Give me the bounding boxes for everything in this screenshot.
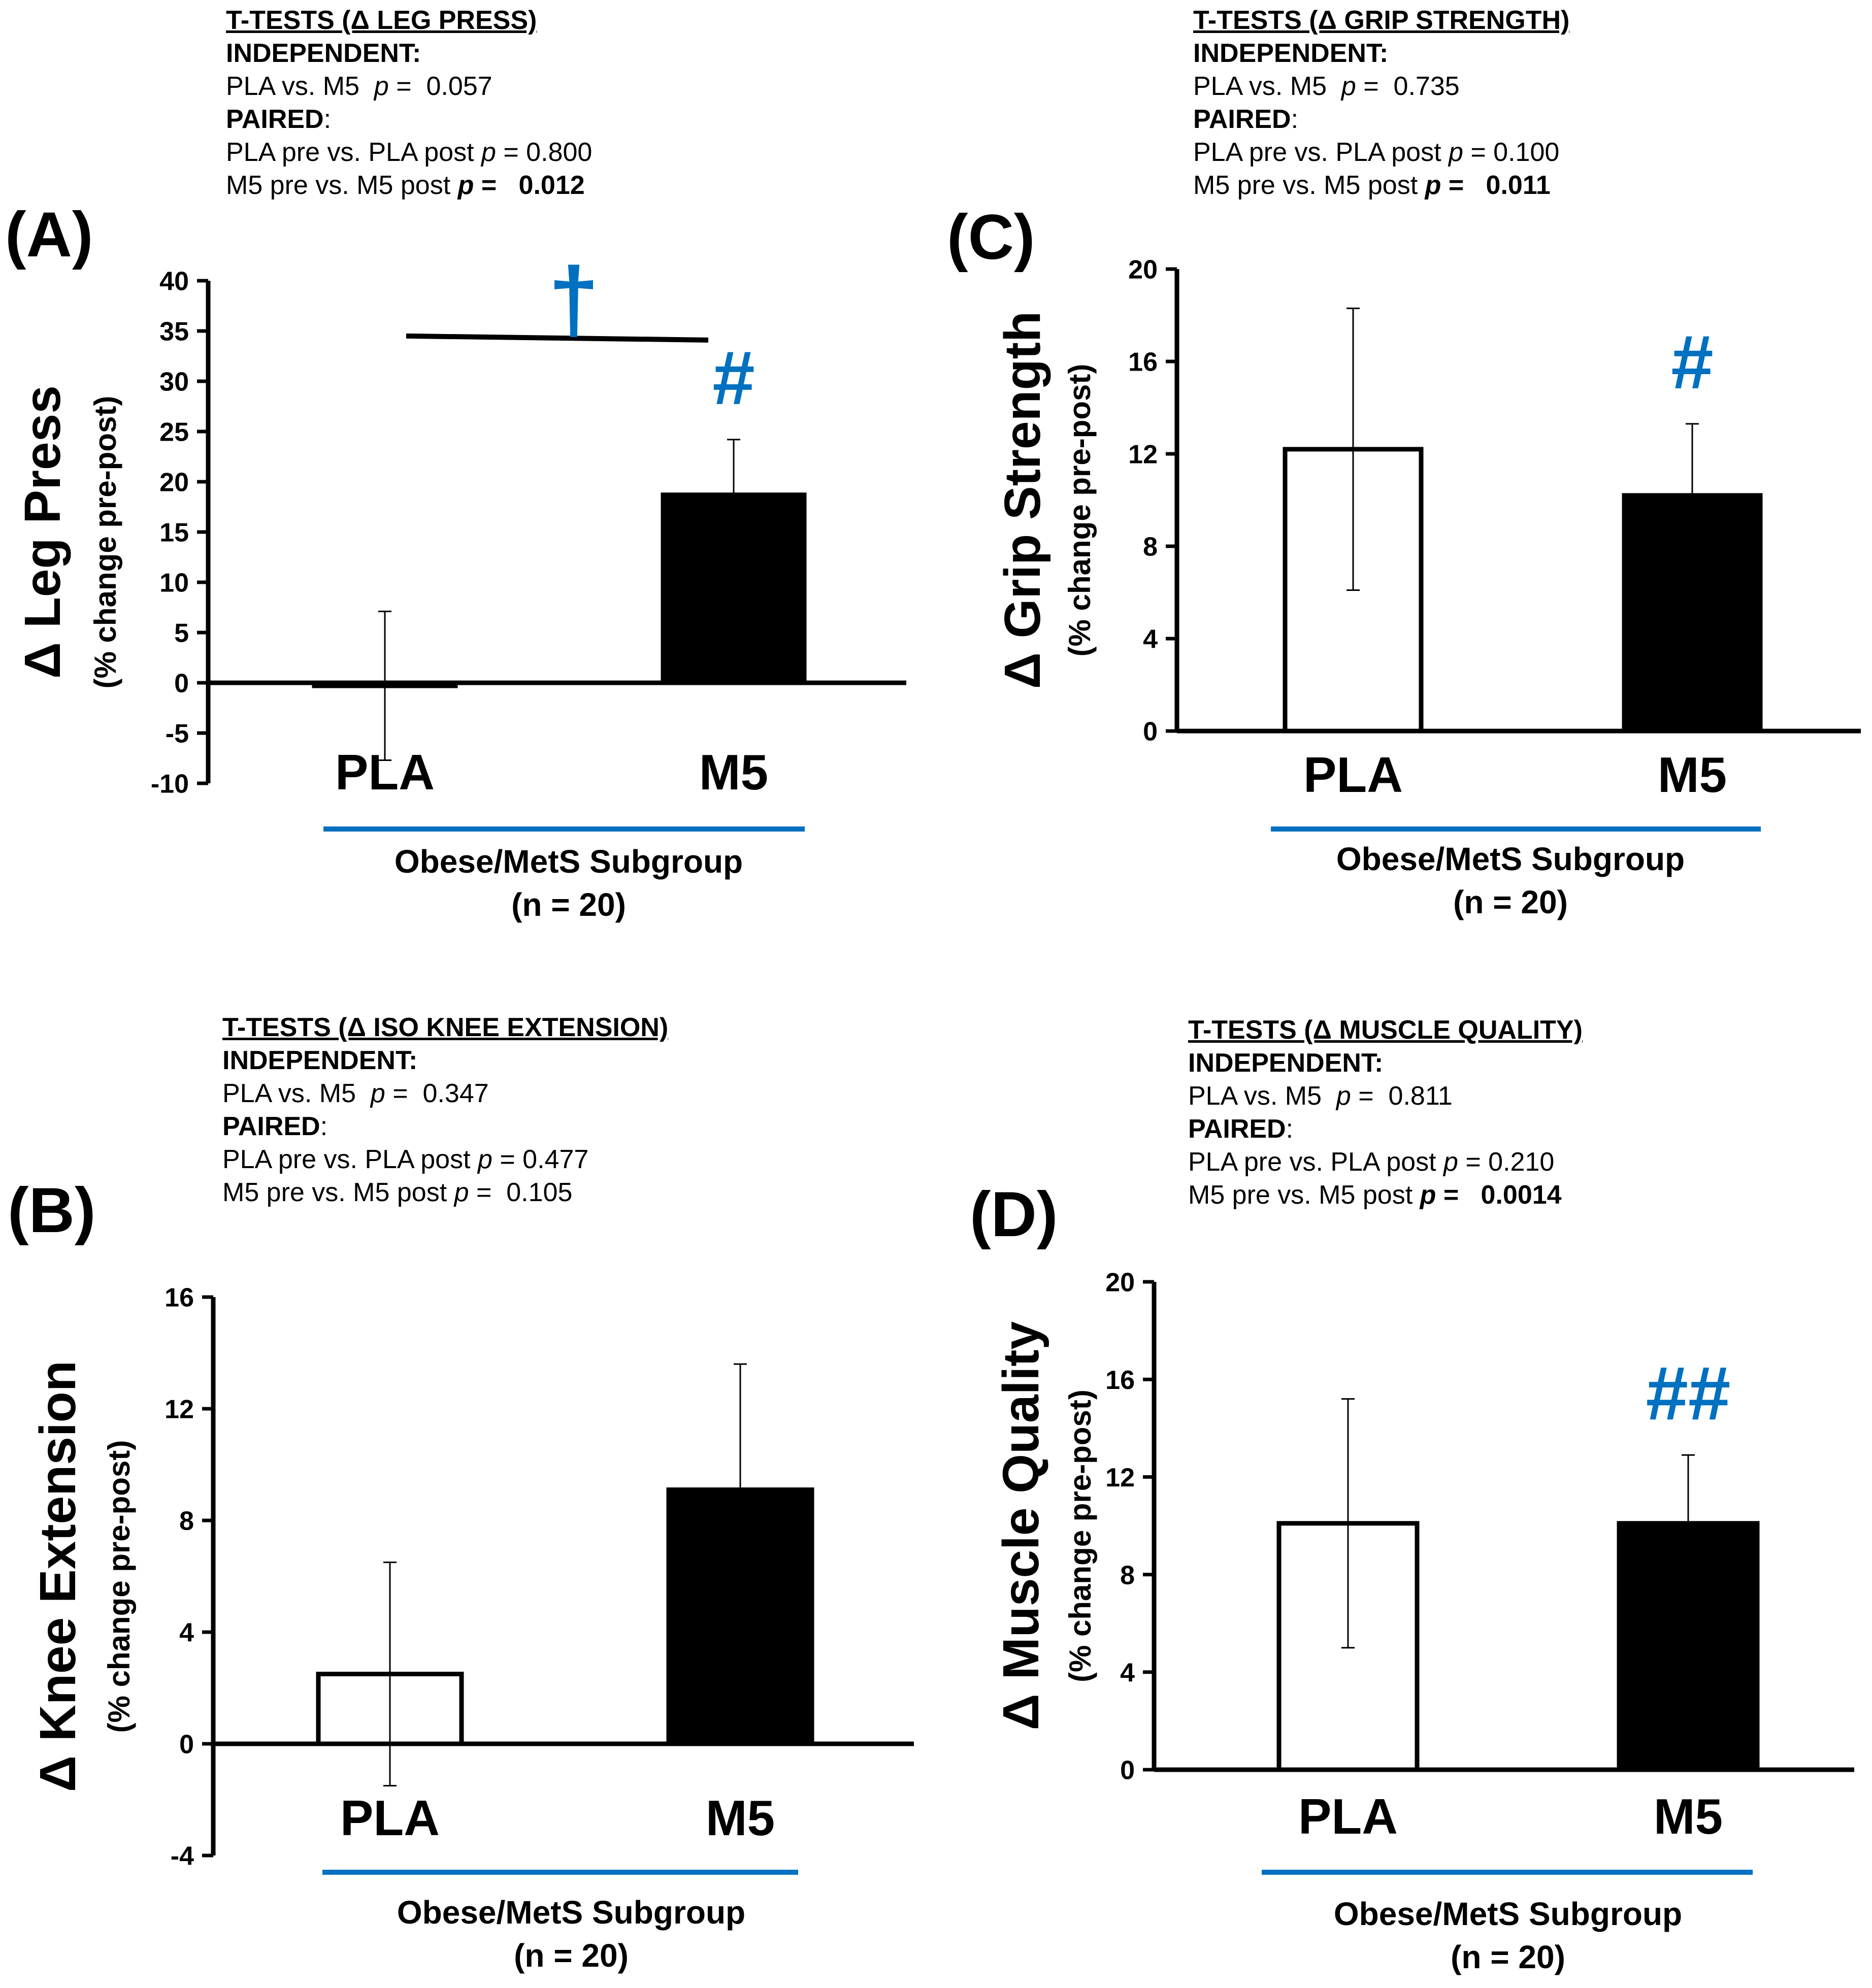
y-tick-label: 16: [165, 1283, 194, 1313]
significance-marker: #: [1671, 319, 1713, 405]
y-tick-label: 16: [1128, 348, 1158, 377]
y-tick-label: -5: [166, 719, 189, 749]
y-axis-label: Δ Leg Press: [14, 385, 71, 679]
chart-panel-0: -10 -5 0 5 10 15 20 25 30 35 40 PLA M5 # † Δ Leg Press (…: [14, 249, 906, 832]
category-label-m5: M5: [699, 744, 768, 800]
y-tick-label: 20: [1105, 1268, 1135, 1298]
y-tick-label: 5: [174, 619, 189, 648]
y-axis-sublabel: (% change pre-post): [1063, 364, 1097, 657]
y-tick-label: 8: [1143, 533, 1158, 562]
y-axis-sublabel: (% change pre-post): [1063, 1389, 1097, 1682]
category-label-pla: PLA: [1303, 747, 1403, 803]
y-tick-label: 0: [179, 1730, 194, 1760]
y-axis-sublabel: (% change pre-post): [102, 1440, 136, 1733]
y-axis-sublabel: (% change pre-post): [88, 396, 122, 689]
y-tick-label: 10: [159, 569, 189, 598]
y-tick-label: 8: [1120, 1561, 1135, 1590]
category-label-m5: M5: [1654, 1788, 1723, 1844]
y-tick-label: 0: [1120, 1756, 1135, 1785]
category-label-pla: PLA: [335, 744, 435, 800]
category-label-m5: M5: [706, 1790, 775, 1846]
category-label-pla: PLA: [1298, 1788, 1398, 1844]
chart-panel-3: 0 4 8 12 16 20 PLA M5 ## Δ Muscle Quality (% chang…: [993, 1268, 1854, 1875]
y-tick-label: 4: [179, 1618, 194, 1648]
y-tick-label: 30: [159, 368, 189, 397]
y-tick-label: 35: [159, 317, 189, 347]
y-axis-label: Δ Muscle Quality: [993, 1321, 1049, 1730]
y-tick-label: -4: [171, 1842, 194, 1871]
y-axis-label: Δ Grip Strength: [994, 311, 1051, 689]
significance-marker: ##: [1646, 1350, 1731, 1436]
y-tick-label: 40: [159, 267, 189, 296]
comparison-bracket: [406, 333, 709, 343]
chart-panel-1: 0 4 8 12 16 20 PLA M5 # Δ Grip Strength (% change …: [994, 255, 1861, 832]
dagger-marker: †: [548, 249, 599, 351]
y-tick-label: 4: [1143, 625, 1158, 654]
y-tick-label: 20: [1128, 255, 1158, 285]
y-tick-label: -10: [151, 770, 189, 799]
y-tick-label: 16: [1105, 1366, 1135, 1395]
y-tick-label: 8: [179, 1507, 194, 1536]
chart-panel-2: -4 0 4 8 12 16 PLA M5 Δ Knee Extension (% change …: [29, 1283, 914, 1875]
y-tick-label: 15: [159, 518, 189, 548]
y-tick-label: 12: [1105, 1463, 1135, 1493]
category-label-m5: M5: [1658, 747, 1727, 803]
y-axis-label: Δ Knee Extension: [29, 1361, 86, 1792]
category-label-pla: PLA: [340, 1790, 440, 1846]
y-tick-label: 0: [1143, 717, 1158, 747]
y-tick-label: 12: [1128, 440, 1158, 470]
y-tick-label: 12: [165, 1395, 194, 1424]
y-tick-label: 20: [159, 468, 189, 498]
y-tick-label: 25: [159, 418, 189, 447]
y-tick-label: 4: [1120, 1659, 1135, 1688]
significance-marker: #: [712, 335, 754, 420]
y-tick-label: 0: [174, 669, 189, 699]
